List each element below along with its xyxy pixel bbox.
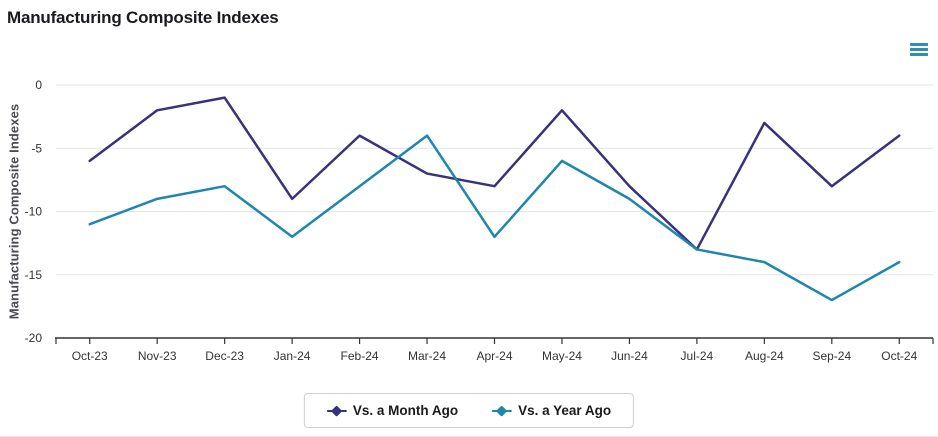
x-axis-label: May-24 <box>542 349 582 363</box>
x-axis-label: Sep-24 <box>812 349 851 363</box>
x-axis-label: Dec-23 <box>205 349 244 363</box>
x-axis-label: Oct-24 <box>881 349 917 363</box>
x-axis-label: Jun-24 <box>611 349 648 363</box>
x-axis-label: Nov-23 <box>138 349 177 363</box>
y-axis-label: -5 <box>31 141 42 155</box>
line-diamond-marker-icon <box>492 405 513 417</box>
legend-item-year-ago[interactable]: Vs. a Year Ago <box>492 403 611 418</box>
chart-context-menu-button[interactable] <box>909 40 929 58</box>
line-diamond-marker-icon <box>326 405 347 417</box>
series-line-vs-a-month-ago[interactable] <box>88 96 901 251</box>
legend-item-month-ago[interactable]: Vs. a Month Ago <box>326 403 459 418</box>
y-axis-title: Manufacturing Composite Indexes <box>6 103 22 320</box>
x-axis-label: Apr-24 <box>476 349 512 363</box>
y-axis-label: -15 <box>25 268 43 282</box>
x-axis-label: Feb-24 <box>341 349 379 363</box>
chart-plot-area: Oct-23 Nov-23 Dec-23 Jan-24 Feb-24 Mar-24 Apr-… <box>25 78 934 363</box>
x-axis-label: Jan-24 <box>274 349 311 363</box>
y-axis-label: -10 <box>25 205 43 219</box>
series-line-vs-a-year-ago[interactable] <box>88 134 901 302</box>
x-axis-label: Mar-24 <box>408 349 446 363</box>
y-axis-label: -20 <box>25 331 43 345</box>
legend-label: Vs. a Year Ago <box>518 403 612 418</box>
x-axis-label: Jul-24 <box>681 349 714 363</box>
x-axis-label: Oct-23 <box>72 349 108 363</box>
chart-title: Manufacturing Composite Indexes <box>7 8 279 27</box>
legend: Vs. a Month Ago Vs. a Year Ago <box>303 393 635 428</box>
y-axis-label: 0 <box>35 78 42 92</box>
legend-label: Vs. a Month Ago <box>352 403 459 418</box>
x-axis-label: Aug-24 <box>745 349 784 363</box>
